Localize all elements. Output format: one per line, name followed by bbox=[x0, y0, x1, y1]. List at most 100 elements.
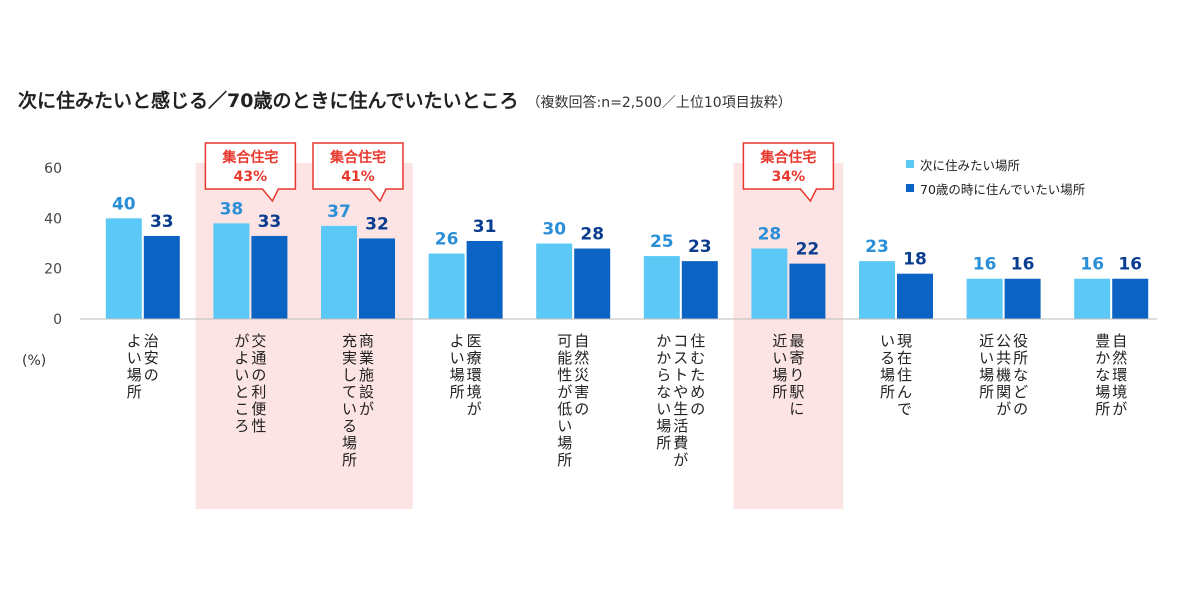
bar bbox=[428, 253, 465, 319]
legend-item-series-1: 次に住みたい場所 bbox=[906, 152, 1085, 176]
category-label-char: が bbox=[234, 332, 249, 350]
category-label-char: 機 bbox=[996, 366, 1011, 384]
category-label-char: い bbox=[127, 349, 142, 367]
annotation-callout bbox=[204, 142, 297, 203]
category-label-char: ら bbox=[656, 366, 671, 384]
bar-value-label: 31 bbox=[473, 217, 497, 237]
category-label-char: た bbox=[690, 366, 705, 384]
category-label-char: よ bbox=[127, 332, 142, 350]
category-label-char: 低 bbox=[557, 400, 572, 418]
category-label-char: 性 bbox=[251, 417, 266, 435]
category-label-char: が bbox=[359, 400, 374, 418]
category-label-char: む bbox=[690, 349, 705, 367]
category-label-char: の bbox=[251, 366, 266, 384]
category-label-char: 所 bbox=[656, 434, 671, 452]
title-text: 次に住みたいと感じる／70歳のときに住んでいたいところ bbox=[18, 90, 519, 112]
category-label-char: な bbox=[1095, 366, 1110, 384]
category-label-char: な bbox=[1013, 366, 1028, 384]
category-label-char: 駅 bbox=[789, 383, 804, 401]
category-label-char: い bbox=[880, 332, 895, 350]
category-label-char: 最 bbox=[789, 332, 804, 350]
category-label-char: 所 bbox=[450, 383, 465, 401]
bar bbox=[966, 278, 1003, 319]
legend-swatch-series-2 bbox=[906, 184, 914, 192]
annotation-value: 34% bbox=[772, 169, 806, 185]
category-label-char: い bbox=[772, 349, 787, 367]
bar-value-label: 16 bbox=[973, 255, 997, 275]
bar bbox=[1112, 278, 1149, 319]
category-label-char: い bbox=[656, 400, 671, 418]
category-label-char: 所 bbox=[1013, 349, 1028, 367]
bar bbox=[897, 273, 933, 319]
category-label-char: 関 bbox=[996, 383, 1011, 401]
category-label-char: 所 bbox=[880, 383, 895, 401]
bar-value-label: 16 bbox=[1011, 255, 1035, 275]
category-label-char: い bbox=[557, 417, 572, 435]
category-label-char: り bbox=[789, 366, 804, 384]
category-label-char: 充 bbox=[342, 332, 357, 350]
category-label-char: 役 bbox=[1013, 332, 1028, 350]
category-label-char: 近 bbox=[772, 332, 787, 350]
y-tick-label: 40 bbox=[44, 211, 62, 227]
bar-value-label: 26 bbox=[435, 230, 459, 250]
bar-value-label: 38 bbox=[220, 199, 244, 219]
bar-value-label: 28 bbox=[580, 225, 604, 245]
category-label-char: ど bbox=[1013, 383, 1028, 401]
category-label-char: 能 bbox=[557, 349, 572, 367]
category-label-char: 所 bbox=[1095, 400, 1110, 418]
bar-value-label: 33 bbox=[150, 212, 174, 232]
category-label-char: 安 bbox=[144, 349, 159, 367]
category-label-char: な bbox=[656, 383, 671, 401]
bar-value-label: 18 bbox=[903, 250, 927, 270]
category-label-char: の bbox=[1013, 400, 1028, 418]
legend-label-series-1: 次に住みたい場所 bbox=[920, 157, 1021, 173]
bar bbox=[789, 263, 826, 319]
category-label-char: 交 bbox=[251, 332, 266, 350]
highlight-band bbox=[303, 163, 413, 509]
category-label-char: 場 bbox=[656, 417, 671, 435]
category-label-char: よ bbox=[234, 349, 249, 367]
category-label-char: か bbox=[656, 332, 671, 350]
category-label-char: 自 bbox=[1112, 332, 1127, 350]
bar-value-label: 30 bbox=[542, 220, 566, 240]
category-label-char: 生 bbox=[673, 400, 688, 418]
bar-value-label: 33 bbox=[258, 212, 282, 232]
bar bbox=[1004, 278, 1041, 319]
bar-value-label: 28 bbox=[758, 225, 782, 245]
bar-value-label: 40 bbox=[112, 194, 136, 214]
category-label-char: し bbox=[342, 366, 357, 384]
category-label-char: 場 bbox=[772, 366, 787, 384]
category-label-char: 場 bbox=[979, 366, 994, 384]
bar-value-label: 25 bbox=[650, 232, 674, 252]
annotation-callout bbox=[312, 142, 404, 203]
category-label-char: の bbox=[574, 400, 589, 418]
annotation-label: 集合住宅 bbox=[329, 149, 386, 166]
bar bbox=[859, 261, 895, 319]
bar bbox=[321, 225, 357, 319]
bar-value-label: 23 bbox=[865, 237, 889, 257]
category-label-char: 実 bbox=[342, 349, 357, 367]
category-label-char: が bbox=[467, 400, 482, 418]
category-label-char: こ bbox=[234, 400, 249, 418]
category-label-char: が bbox=[1112, 400, 1127, 418]
bar-value-label: 37 bbox=[327, 202, 351, 222]
legend-label-series-2: 70歳の時に住んでいたい場所 bbox=[920, 181, 1086, 197]
category-label-char: 商 bbox=[359, 332, 374, 350]
category-label-char: め bbox=[690, 383, 705, 401]
category-label-char: 施 bbox=[359, 366, 374, 384]
annotation-callout bbox=[742, 142, 835, 203]
category-label-char: 公 bbox=[996, 332, 1011, 350]
bar bbox=[251, 235, 288, 319]
category-label-char: 場 bbox=[127, 366, 142, 384]
y-tick-label: 60 bbox=[44, 161, 62, 177]
category-label-char: 場 bbox=[450, 366, 465, 384]
bar bbox=[751, 248, 788, 319]
chart-title: 次に住みたいと感じる／70歳のときに住んでいたいところ （複数回答:n=2,500… bbox=[18, 86, 792, 113]
category-label-char: 便 bbox=[251, 400, 266, 418]
bar bbox=[536, 243, 573, 319]
category-label-char: 活 bbox=[673, 417, 688, 435]
category-label-char: る bbox=[342, 417, 357, 435]
bar bbox=[105, 218, 142, 319]
bar-value-label: 32 bbox=[365, 214, 389, 234]
